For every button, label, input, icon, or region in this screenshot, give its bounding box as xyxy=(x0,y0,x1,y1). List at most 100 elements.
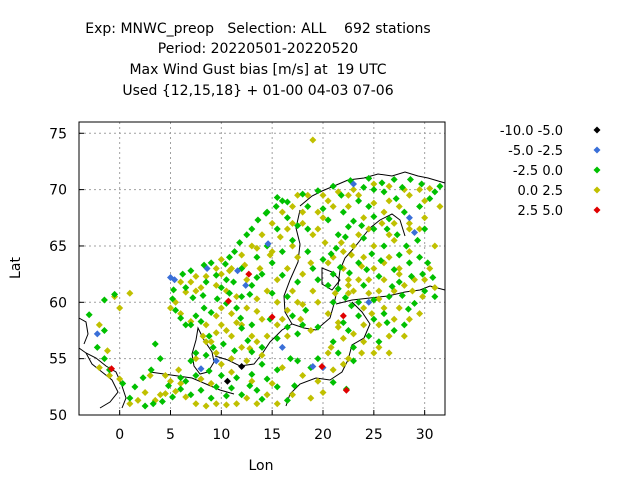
data-point xyxy=(324,349,332,357)
data-point xyxy=(385,253,393,261)
legend-label: 2.5 5.0 xyxy=(518,204,563,219)
data-point xyxy=(350,343,357,351)
data-point xyxy=(248,225,256,233)
data-point xyxy=(273,298,281,306)
data-point xyxy=(309,136,317,144)
data-point xyxy=(268,248,276,256)
data-point xyxy=(263,208,271,216)
data-point xyxy=(233,319,241,327)
data-point xyxy=(100,355,108,363)
data-point xyxy=(370,199,378,207)
data-point xyxy=(395,265,403,272)
data-point xyxy=(248,348,256,356)
data-point xyxy=(380,188,388,196)
data-point xyxy=(400,208,408,216)
data-point xyxy=(283,225,291,233)
data-point xyxy=(405,225,413,233)
data-point xyxy=(304,203,312,211)
data-point xyxy=(268,289,276,297)
data-point xyxy=(187,278,195,286)
x-tick-label: 30 xyxy=(416,427,434,443)
data-point xyxy=(421,197,429,205)
data-point xyxy=(238,251,246,259)
data-point xyxy=(299,321,307,329)
data-point xyxy=(375,295,383,303)
data-point xyxy=(212,400,220,408)
data-point xyxy=(207,394,215,402)
data-point xyxy=(365,225,373,233)
data-point xyxy=(436,182,444,190)
coastline-gulf-of-finland xyxy=(335,285,446,305)
data-point xyxy=(419,293,427,301)
data-point xyxy=(375,343,383,351)
data-point xyxy=(431,293,439,301)
data-point xyxy=(370,296,378,304)
data-point xyxy=(329,366,337,374)
data-point xyxy=(170,286,178,294)
data-point xyxy=(426,184,434,192)
data-point xyxy=(426,195,434,203)
data-point xyxy=(158,397,166,405)
data-point xyxy=(370,186,378,194)
coastline-baltic-west xyxy=(214,323,293,367)
data-point xyxy=(309,363,317,371)
x-axis-label: Lon xyxy=(249,458,274,474)
data-point xyxy=(258,270,266,278)
data-point xyxy=(365,332,373,340)
data-point xyxy=(243,231,251,239)
data-point xyxy=(175,366,183,374)
data-point xyxy=(299,270,307,278)
data-point xyxy=(393,231,401,239)
data-point xyxy=(385,197,393,205)
data-point xyxy=(341,294,349,302)
data-point xyxy=(263,391,271,399)
data-point xyxy=(350,186,357,194)
data-point xyxy=(377,257,385,265)
data-point xyxy=(254,216,262,224)
data-point xyxy=(302,306,310,314)
data-point xyxy=(161,372,169,380)
data-point xyxy=(405,214,413,222)
data-point xyxy=(278,208,286,216)
data-point xyxy=(207,259,215,267)
data-point xyxy=(243,304,251,312)
data-point xyxy=(365,203,373,211)
data-point xyxy=(329,338,337,346)
data-point xyxy=(344,289,352,297)
data-point xyxy=(258,360,266,368)
data-point xyxy=(222,276,230,284)
data-point xyxy=(324,197,332,205)
data-point xyxy=(385,182,393,190)
data-point xyxy=(177,374,185,382)
data-point xyxy=(421,287,429,295)
data-point xyxy=(307,259,315,267)
x-tick-label: 0 xyxy=(115,427,124,443)
data-point xyxy=(299,190,307,198)
data-point xyxy=(217,372,225,380)
data-point xyxy=(238,293,246,301)
data-point xyxy=(212,281,220,289)
data-point xyxy=(337,239,345,247)
data-point xyxy=(314,377,322,385)
data-point xyxy=(390,266,398,274)
data-point xyxy=(189,294,197,302)
data-point xyxy=(217,304,225,312)
data-point xyxy=(392,195,400,203)
data-point xyxy=(238,343,246,351)
data-point xyxy=(187,321,195,329)
data-point xyxy=(419,270,427,278)
data-point xyxy=(380,242,388,250)
data-point xyxy=(233,400,241,408)
data-point xyxy=(85,311,93,319)
data-point xyxy=(390,236,398,244)
data-point xyxy=(253,244,261,252)
data-point xyxy=(141,388,149,396)
data-point xyxy=(344,203,352,211)
data-point xyxy=(268,379,276,387)
coastline-scotland xyxy=(78,317,89,345)
data-point xyxy=(207,308,215,316)
data-point xyxy=(395,278,403,286)
data-point xyxy=(402,242,410,250)
data-point xyxy=(294,330,302,338)
data-point xyxy=(273,276,281,284)
